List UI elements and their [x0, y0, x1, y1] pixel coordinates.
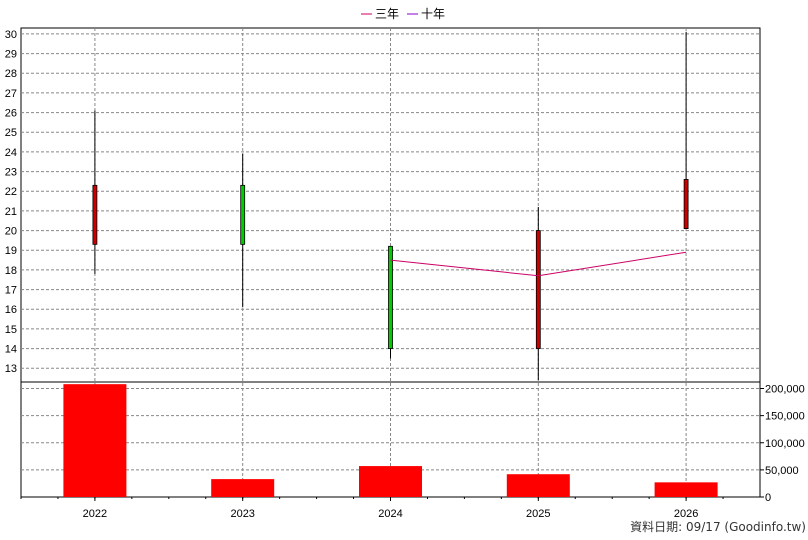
price-tick-label: 16: [5, 304, 17, 316]
price-tick-label: 26: [5, 108, 17, 120]
volume-bar: [654, 482, 718, 497]
price-tick-label: 19: [5, 245, 17, 257]
x-tick-label: 2026: [674, 508, 698, 520]
candle-body: [92, 184, 98, 245]
candle-body: [535, 230, 541, 349]
volume-bars: [63, 384, 718, 497]
price-tick-label: 20: [5, 226, 17, 238]
volume-axis: 0 50,000 100,000 150,000 200,000: [760, 384, 805, 504]
legend-label-ma10: 十年: [421, 7, 445, 21]
price-tick-label: 28: [5, 68, 17, 80]
candle-body: [683, 179, 689, 230]
volume-tick-label: 150,000: [765, 411, 805, 423]
price-tick-label: 13: [5, 363, 17, 375]
volume-tick-label: 100,000: [765, 438, 805, 450]
price-tick-label: 27: [5, 88, 17, 100]
x-tick-label: 2024: [378, 508, 402, 520]
price-axis: 13 14 15 16 17 18 19 20 21 22 23 24 25 26 27 28 29 30: [5, 29, 17, 375]
candle-body: [388, 245, 393, 349]
price-tick-label: 18: [5, 265, 17, 277]
price-tick-label: 25: [5, 127, 17, 139]
x-tick-label: 2023: [230, 508, 254, 520]
x-tick-label: 2025: [526, 508, 550, 520]
volume-bar: [211, 479, 275, 497]
price-tick-label: 23: [5, 167, 17, 179]
candles: [92, 31, 689, 381]
price-tick-label: 24: [5, 147, 17, 159]
volume-bar: [63, 384, 127, 497]
grid: [21, 28, 760, 497]
volume-tick-label: 200,000: [765, 384, 805, 396]
volume-bar: [506, 474, 570, 497]
price-tick-label: 21: [5, 206, 17, 218]
x-tick-label: 2022: [83, 508, 107, 520]
price-tick-label: 30: [5, 29, 17, 41]
candle-body: [240, 184, 246, 245]
price-tick-label: 22: [5, 186, 17, 198]
x-axis: 2022 2023 2024 2025 2026: [20, 497, 724, 520]
price-tick-label: 14: [5, 344, 17, 356]
volume-tick-label: 0: [765, 492, 771, 504]
legend: 三年 十年: [361, 7, 445, 21]
price-tick-label: 17: [5, 285, 17, 297]
footer-data-date: 資料日期: 09/17 (Goodinfo.tw): [630, 520, 806, 534]
price-tick-label: 15: [5, 324, 17, 336]
ma-line: [390, 251, 687, 277]
volume-bar: [359, 466, 422, 497]
legend-label-ma3: 三年: [375, 7, 399, 21]
moving-average-lines: [390, 251, 687, 277]
price-tick-label: 29: [5, 49, 17, 61]
volume-tick-label: 50,000: [765, 465, 799, 477]
